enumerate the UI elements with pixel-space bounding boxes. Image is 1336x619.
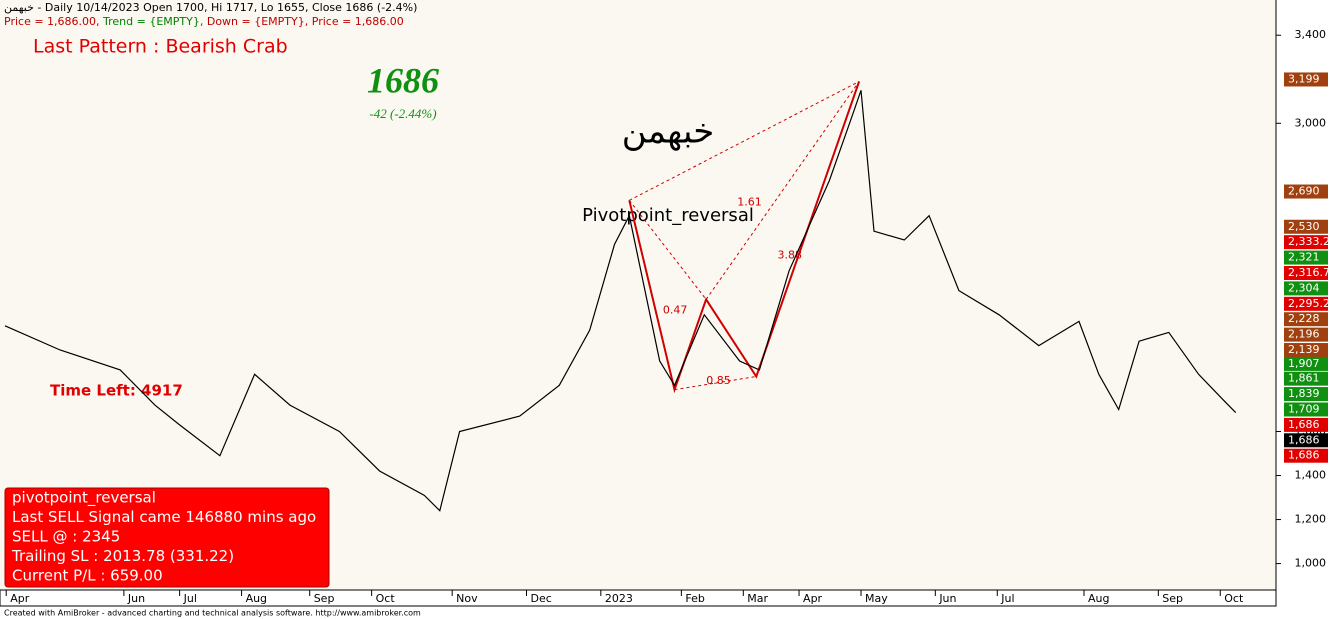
info-line: Current P/L : 659.00 [12,567,163,585]
price-badge-label: 1,686 [1288,449,1320,462]
y-tick-label: 1,200 [1295,513,1327,526]
x-tick-label: Nov [456,592,478,605]
price-badge-label: 2,196 [1288,328,1320,341]
indicator-name: Pivotpoint_reversal [582,205,754,226]
price-badge-label: 2,139 [1288,343,1320,356]
price-badge [1284,219,1328,234]
price-badge-label: 2,530 [1288,220,1320,233]
y-tick-label: 1,400 [1295,469,1327,482]
x-tick-label: Apr [803,592,823,605]
price-badge [1284,343,1328,358]
subheader-part: Trend = {EMPTY}, [102,15,207,28]
price-badge-label: 1,709 [1288,402,1320,415]
price-badge-label: 2,690 [1288,185,1320,198]
price-line [4,90,1237,512]
x-tick-label: Feb [685,592,704,605]
price-badge [1284,417,1328,432]
price-badge-label: 1,839 [1288,387,1320,400]
x-tick-label: Jun [938,592,956,605]
x-tick-label: Dec [531,592,552,605]
pattern-dash [674,375,757,391]
price-badge-label: 2,333.27 [1288,235,1336,248]
price-badge-label: 2,316.74 [1288,266,1336,279]
y-tick-label: 3,400 [1295,28,1327,41]
pattern-line [628,81,861,394]
pattern-ratio: 0.85 [706,374,731,387]
pattern-dash [629,81,860,201]
subheader-part: Price = 1,686.00, [4,15,103,28]
price-badge [1284,371,1328,386]
price-badge-label: 1,907 [1288,357,1320,370]
subheader-part: Price = 1,686.00 [312,15,404,28]
price-badge [1284,356,1328,371]
price-badge-label: 2,228 [1288,312,1320,325]
info-box [4,487,330,588]
info-line: pivotpoint_reversal [12,489,156,508]
price-badge [1284,72,1328,87]
subheader-part: Down = {EMPTY}, [207,15,312,28]
price-badge [1284,265,1328,280]
price-badge-label: 2,304 [1288,281,1320,294]
x-tick-label: Sep [314,592,335,605]
x-tick-label: Sep [1162,592,1183,605]
price-badge [1284,448,1328,463]
price-badge [1284,296,1328,311]
x-tick-label: Aug [246,592,267,605]
x-tick-label: Apr [10,592,30,605]
x-tick-label: May [865,592,888,605]
x-tick-label: 2023 [605,592,633,605]
price-badge [1284,184,1328,199]
info-line: Trailing SL : 2013.78 (331.22) [11,547,234,565]
price-badge-label: 1,686 [1288,433,1320,446]
y-tick-label: 3,000 [1295,116,1327,129]
y-tick-label: 1,000 [1295,557,1327,570]
price-badge [1284,235,1328,250]
change: -42 (-2.44%) [369,106,436,121]
price-badge [1284,312,1328,327]
price-badge [1284,250,1328,265]
header: خبهمن - Daily 10/14/2023 Open 1700, Hi 1… [4,1,417,14]
pattern-ratio: 1.61 [737,196,762,209]
x-tick-label: Oct [1224,592,1244,605]
x-tick-label: Jul [1000,592,1014,605]
price-badge [1284,327,1328,342]
price-badge-label: 2,321 [1288,251,1320,264]
x-tick-label: Aug [1088,592,1109,605]
price-badge [1284,402,1328,417]
last-price: 1686 [367,60,439,100]
x-tick-label: Mar [747,592,768,605]
price-badge [1284,281,1328,296]
subheader: Price = 1,686.00, Trend = {EMPTY}, Down … [4,15,404,28]
price-badge-label: 1,686 [1288,418,1320,431]
price-badge [1284,387,1328,402]
price-badge [1284,433,1328,448]
footer: Created with AmiBroker - advanced charti… [4,609,421,618]
price-badge-label: 3,199 [1288,72,1320,85]
time-left: Time Left: 4917 [50,382,183,400]
x-tick-label: Jul [183,592,197,605]
pattern-dash [628,200,707,300]
pattern-dash [705,81,860,300]
x-axis-bar [0,589,1277,607]
pattern-ratio: 0.47 [663,303,688,316]
info-line: SELL @ : 2345 [12,528,120,546]
pattern-ratio: 3.88 [778,248,803,261]
price-badge-label: 1,861 [1288,372,1320,385]
x-tick-label: Oct [376,592,396,605]
info-line: Last SELL Signal came 146880 mins ago [12,508,316,526]
x-tick-label: Jun [127,592,145,605]
symbol: خبهمن [622,112,715,152]
pattern-title: Last Pattern : Bearish Crab [33,36,288,58]
price-badge-label: 2,295.29 [1288,297,1336,310]
